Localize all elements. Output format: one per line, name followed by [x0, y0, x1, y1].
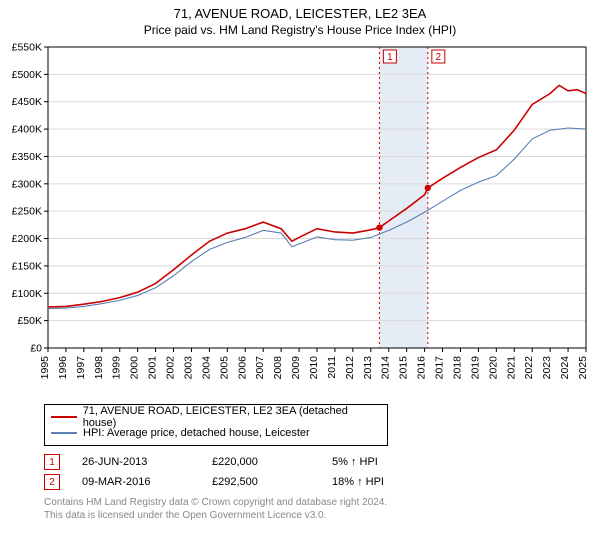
svg-text:2007: 2007 [254, 356, 266, 380]
svg-text:2000: 2000 [129, 356, 141, 380]
svg-text:£100K: £100K [12, 288, 42, 300]
svg-text:£250K: £250K [12, 206, 42, 218]
svg-text:2019: 2019 [469, 356, 481, 380]
chart-legend: 71, AVENUE ROAD, LEICESTER, LE2 3EA (det… [44, 404, 388, 446]
transaction-price: £220,000 [212, 456, 332, 468]
transaction-date: 09-MAR-2016 [82, 476, 212, 488]
svg-text:1998: 1998 [93, 356, 105, 380]
svg-text:£550K: £550K [12, 42, 42, 54]
svg-text:£150K: £150K [12, 260, 42, 272]
svg-text:1: 1 [387, 52, 393, 63]
svg-text:2024: 2024 [559, 356, 571, 380]
svg-text:2020: 2020 [487, 356, 499, 380]
svg-text:2012: 2012 [344, 356, 356, 380]
svg-text:2005: 2005 [218, 356, 230, 380]
svg-text:2015: 2015 [398, 356, 410, 380]
marker-badge: 1 [44, 454, 60, 470]
svg-text:2013: 2013 [362, 356, 374, 380]
svg-text:2014: 2014 [380, 356, 392, 380]
transactions-table: 1 26-JUN-2013 £220,000 5% ↑ HPI 2 09-MAR… [44, 452, 600, 492]
legend-item: 71, AVENUE ROAD, LEICESTER, LE2 3EA (det… [51, 409, 381, 425]
svg-text:2016: 2016 [416, 356, 428, 380]
svg-text:2017: 2017 [434, 356, 446, 380]
svg-text:£400K: £400K [12, 124, 42, 136]
legend-label: HPI: Average price, detached house, Leic… [83, 427, 310, 439]
svg-text:£200K: £200K [12, 233, 42, 245]
svg-text:£500K: £500K [12, 69, 42, 81]
attribution-text: Contains HM Land Registry data © Crown c… [44, 496, 600, 522]
svg-text:2001: 2001 [147, 356, 159, 380]
svg-text:2010: 2010 [308, 356, 320, 380]
table-row: 2 09-MAR-2016 £292,500 18% ↑ HPI [44, 472, 600, 492]
attribution-line: Contains HM Land Registry data © Crown c… [44, 496, 600, 509]
svg-text:£0: £0 [30, 343, 42, 355]
page-subtitle: Price paid vs. HM Land Registry's House … [0, 21, 600, 41]
table-row: 1 26-JUN-2013 £220,000 5% ↑ HPI [44, 452, 600, 472]
svg-text:1999: 1999 [111, 356, 123, 380]
svg-text:2023: 2023 [541, 356, 553, 380]
transaction-pct: 5% ↑ HPI [332, 456, 432, 468]
page-title: 71, AVENUE ROAD, LEICESTER, LE2 3EA [0, 0, 600, 21]
svg-text:2021: 2021 [505, 356, 517, 380]
legend-label: 71, AVENUE ROAD, LEICESTER, LE2 3EA (det… [83, 405, 381, 429]
svg-text:2006: 2006 [236, 356, 248, 380]
svg-text:2025: 2025 [577, 356, 589, 380]
transaction-price: £292,500 [212, 476, 332, 488]
svg-text:2: 2 [436, 52, 442, 63]
svg-text:£50K: £50K [17, 315, 42, 327]
svg-text:2009: 2009 [290, 356, 302, 380]
svg-text:1997: 1997 [75, 356, 87, 380]
svg-text:2002: 2002 [165, 356, 177, 380]
svg-text:£300K: £300K [12, 178, 42, 190]
marker-badge: 2 [44, 474, 60, 490]
price-chart: £0 £50K £100K £150K £200K £250K £300K £350K £400… [4, 41, 594, 396]
svg-text:£350K: £350K [12, 151, 42, 163]
svg-text:£450K: £450K [12, 96, 42, 108]
svg-text:2011: 2011 [326, 356, 338, 379]
svg-text:2003: 2003 [182, 356, 194, 380]
svg-text:2018: 2018 [451, 356, 463, 380]
attribution-line: This data is licensed under the Open Gov… [44, 509, 600, 522]
transaction-date: 26-JUN-2013 [82, 456, 212, 468]
transaction-pct: 18% ↑ HPI [332, 476, 432, 488]
svg-text:2022: 2022 [523, 356, 535, 380]
svg-text:1995: 1995 [39, 356, 51, 380]
svg-text:1996: 1996 [57, 356, 69, 380]
svg-text:2004: 2004 [200, 356, 212, 380]
svg-text:2008: 2008 [272, 356, 284, 380]
